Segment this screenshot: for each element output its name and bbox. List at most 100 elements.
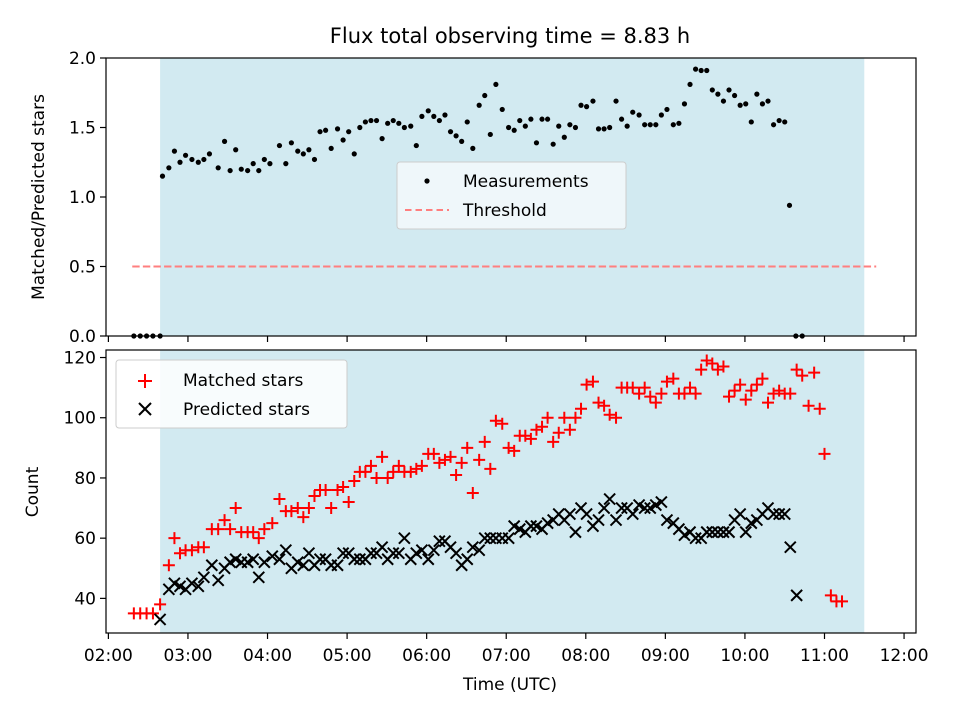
measurements-point: [658, 112, 664, 118]
count-x-ticks: 02:00 03:00 04:00 05:00 06:00 07:00 08:00 09:00…: [84, 633, 929, 666]
ratio-panel: 0.00.51.01.52.0 Matched/Predicted stars …: [29, 49, 917, 347]
predicted-stars-point: [246, 553, 260, 566]
predicted-stars-point: [778, 507, 791, 521]
x-tick-label: 06:00: [402, 646, 451, 666]
matched-stars-point: [575, 402, 588, 415]
matched-stars-point: [162, 559, 175, 572]
measurements-point: [357, 124, 363, 131]
measurements-point: [776, 117, 782, 124]
predicted-stars-point: [348, 553, 361, 566]
predicted-stars-point: [484, 531, 497, 545]
measurements-point: [351, 151, 357, 157]
matched-stars-point: [678, 387, 691, 400]
measurements-point: [487, 131, 493, 138]
measurements-point: [300, 151, 306, 157]
measurements-point: [715, 91, 721, 97]
matched-stars-point: [734, 378, 747, 391]
predicted-stars-point: [592, 513, 605, 527]
predicted-stars-point: [784, 540, 797, 554]
predicted-stars-point: [192, 580, 205, 593]
measurements-point: [624, 123, 630, 129]
measurements-point: [601, 126, 607, 132]
x-tick-label: 08:00: [561, 646, 610, 666]
measurements-point: [636, 112, 642, 118]
figure-title: Flux total observing time = 8.83 h: [330, 24, 690, 48]
measurements-point: [182, 152, 189, 158]
measurements-point: [171, 148, 178, 154]
matched-stars-point: [427, 447, 440, 460]
measurements-point: [618, 116, 625, 122]
matched-stars-point: [586, 375, 599, 388]
x-tick-label: 05:00: [323, 646, 372, 666]
predicted-stars-point: [524, 519, 538, 533]
ratio-legend: Measurements Threshold: [396, 161, 627, 230]
matched-stars-point: [197, 541, 210, 554]
predicted-stars-point: [205, 559, 219, 572]
measurements-point: [572, 124, 579, 131]
x-tick-label: 02:00: [84, 646, 133, 666]
x-tick-label: 11:00: [800, 646, 849, 666]
measurements-point: [765, 98, 771, 104]
matched-stars-point: [450, 468, 463, 481]
measurements-point: [362, 119, 368, 125]
measurements-point: [698, 67, 704, 74]
matched-stars-point: [473, 453, 486, 466]
predicted-stars-point: [717, 525, 730, 539]
measurements-point: [295, 148, 301, 154]
matched-stars-point: [603, 408, 616, 421]
measurements-point: [517, 117, 523, 124]
ratio-marks: [131, 66, 877, 339]
matched-stars-point: [168, 532, 181, 545]
x-tick-label: 03:00: [163, 646, 212, 666]
predicted-stars-point: [569, 525, 582, 539]
matched-stars-point: [285, 505, 298, 518]
matched-stars-point: [660, 375, 673, 388]
measurements-point: [754, 91, 760, 97]
predicted-stars-point: [580, 507, 593, 521]
predicted-stars-point: [563, 507, 577, 521]
matched-stars-point: [524, 432, 537, 445]
predicted-stars-point: [364, 547, 378, 560]
measurements-point: [759, 101, 766, 107]
matched-stars-point: [370, 471, 383, 484]
matched-stars-point: [813, 402, 826, 415]
x-tick-label: 04:00: [243, 646, 292, 666]
matched-stars-point: [610, 411, 623, 424]
matched-stars-point: [689, 387, 702, 400]
matched-stars-point: [252, 532, 265, 545]
ratio-y-tick-label: 0.0: [69, 327, 96, 347]
matched-stars-point: [308, 490, 321, 503]
matched-stars-point: [717, 360, 730, 373]
predicted-stars-point: [449, 547, 463, 560]
ratio-y-tick-label: 1.0: [69, 188, 96, 208]
matched-stars-point: [376, 450, 389, 463]
measurements-point: [346, 129, 352, 135]
measurements-point: [670, 122, 676, 128]
matched-stars-point: [146, 607, 159, 620]
count-y-ticks: 40 60 80 100 120: [64, 349, 106, 609]
measurements-point: [464, 119, 470, 125]
measurements-point: [561, 134, 567, 140]
measurements-point: [368, 117, 374, 124]
ratio-legend-box: [396, 161, 627, 230]
predicted-stars-point: [392, 547, 406, 560]
matched-stars-point: [229, 502, 242, 515]
predicted-stars-point: [739, 525, 752, 539]
measurements-point: [653, 122, 659, 128]
matched-stars-point: [563, 423, 576, 436]
measurements-point: [396, 120, 402, 126]
matched-stars-point: [728, 384, 741, 397]
matched-stars-point: [337, 480, 350, 493]
ratio-y-ticks: 0.0 0.5 1.0 1.5 2.0: [69, 49, 106, 347]
predicted-stars-point: [700, 525, 713, 539]
matched-stars-point: [258, 523, 271, 536]
x-tick-label: 10:00: [720, 646, 769, 666]
matched-stars-point: [154, 598, 167, 611]
matched-stars-point: [558, 411, 571, 424]
predicted-stars-point: [197, 571, 211, 584]
measurements-point: [166, 165, 172, 171]
count-panel: 40 60 80 100 120 02:00 03:00 04:00 05:00 06:00 07…: [23, 349, 929, 695]
predicted-stars-point: [297, 559, 310, 572]
measurements-point: [642, 122, 648, 128]
predicted-stars-point: [302, 547, 316, 560]
